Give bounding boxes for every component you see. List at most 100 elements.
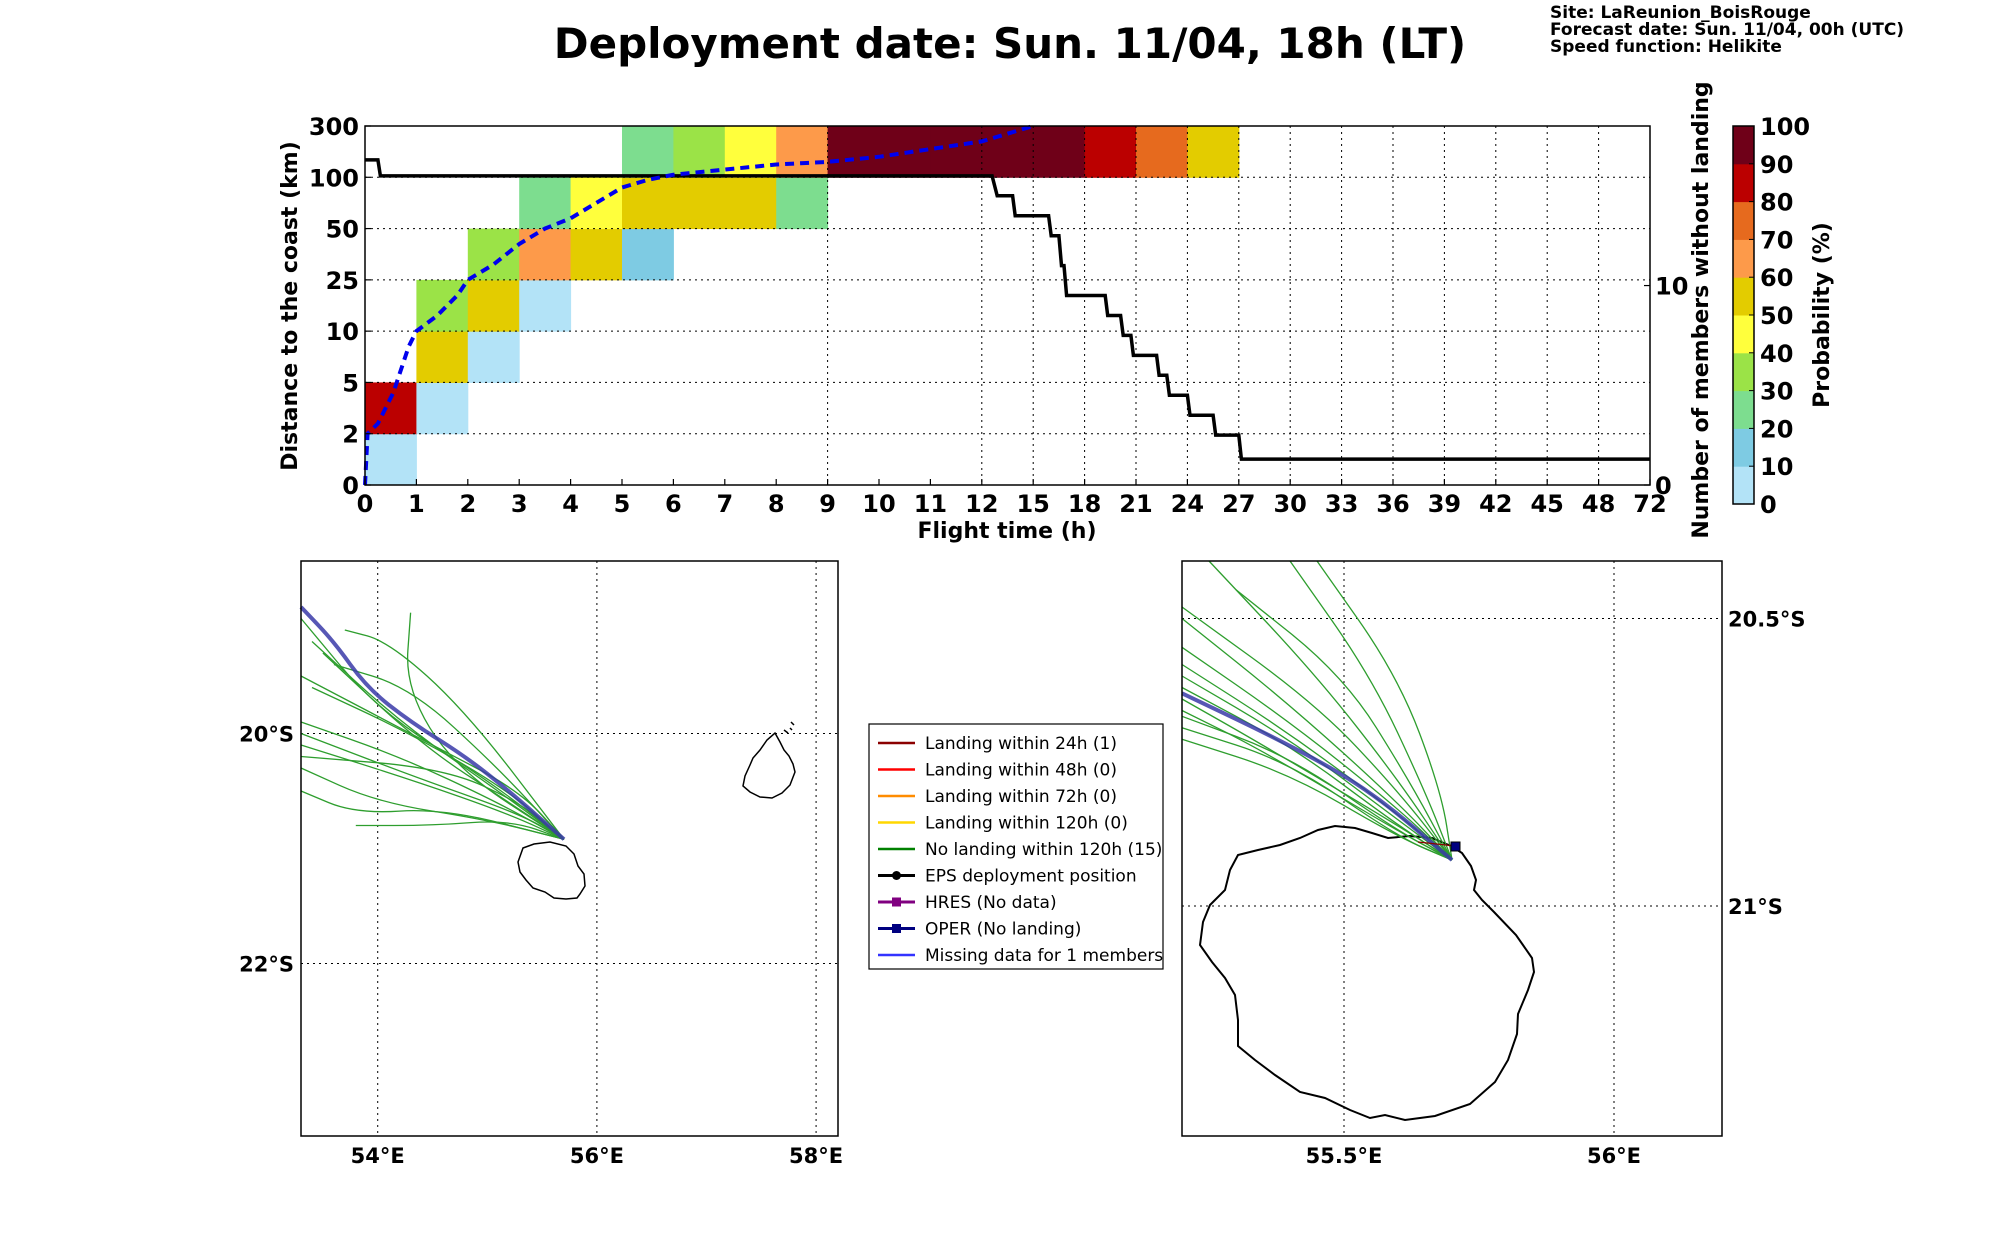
x-tick-label: 8: [768, 490, 785, 518]
y-tick-label: 5: [342, 369, 359, 397]
member-track: [1181, 738, 1453, 861]
colorbar-label: Probability (%): [1810, 222, 1835, 408]
forecast-date-label: Forecast date: Sun. 11/04, 00h (UTC): [1550, 20, 1904, 40]
colorbar-segment: [1733, 352, 1754, 392]
heatmap-cell: [365, 433, 417, 486]
colorbar-segment: [1733, 239, 1754, 278]
colorbar-tick-label: 10: [1760, 453, 1793, 481]
map-large-lat-label: 22°S: [239, 953, 294, 977]
map-large-lon-label: 56°E: [570, 1144, 624, 1168]
member-track: [300, 790, 565, 840]
legend-swatch-marker: [892, 924, 901, 933]
map-zoom-lat-label: 21°S: [1728, 895, 1783, 919]
heatmap-cell: [1187, 126, 1240, 178]
x-tick-label: 3: [511, 490, 528, 518]
y-tick-label: 10: [326, 318, 359, 346]
heatmap-cell: [930, 126, 983, 178]
member-track: [344, 629, 565, 840]
x-tick-label: 9: [819, 490, 836, 518]
x-tick-label: 45: [1530, 490, 1563, 518]
legend-item-label: Missing data for 1 members: [925, 946, 1163, 966]
site-label: Site: LaReunion_BoisRouge: [1550, 3, 1811, 23]
heatmap-cell: [622, 228, 674, 281]
x-tick-label: 11: [914, 490, 947, 518]
heatmap-cell: [1136, 126, 1188, 178]
colorbar-tick-label: 80: [1760, 189, 1793, 217]
colorbar-tick-label: 0: [1760, 491, 1777, 519]
heatmap-cell: [467, 279, 520, 332]
median-distance-line: [363, 124, 1034, 486]
map-zoom-frame: [1181, 560, 1723, 1137]
map-zoom-tick-labels: 55.5°E 56°E 20.5°S 21°S: [1306, 608, 1806, 1169]
y-tick-label: 300: [309, 113, 359, 141]
members-without-landing-line: [365, 158, 1650, 461]
member-track: [1208, 560, 1453, 861]
x-tick-label: 21: [1119, 490, 1152, 518]
x-tick-labels: 0 1 2 3 4 5 6 7 8 9 10 11 12 15 18 21 24 27 30 33 36 39 42 45 48…: [357, 479, 1667, 518]
heatmap-cell: [519, 279, 572, 332]
reunion-island-coastline: [517, 841, 586, 900]
map-large-frame: [300, 560, 839, 1137]
map-large-scale: 54°E 56°E 58°E 20°S 22°S: [239, 560, 843, 1169]
map-zoom-lon-label: 56°E: [1587, 1144, 1641, 1168]
x-tick-label: 33: [1325, 490, 1358, 518]
heatmap-cell: [776, 126, 829, 178]
x-tick-label: 4: [562, 490, 579, 518]
y2-axis-label: Number of members without landing: [1689, 81, 1714, 538]
y-axis-label: Distance to the coast (km): [278, 141, 303, 471]
legend-item-label: No landing within 120h (15): [925, 840, 1162, 860]
heatmap-cells: [365, 126, 1240, 486]
member-track: [355, 821, 565, 840]
heatmap-cell: [1084, 126, 1137, 178]
member-track: [311, 686, 565, 840]
legend-item-label: Landing within 48h (0): [925, 761, 1117, 781]
y-tick-label: 50: [326, 216, 359, 244]
heatmap-cell: [1033, 126, 1086, 178]
map-large-lon-label: 58°E: [789, 1144, 843, 1168]
heatmap-cell: [416, 331, 469, 383]
colorbar-segment: [1733, 428, 1754, 467]
x-tick-label: 6: [665, 490, 682, 518]
member-track: [300, 732, 565, 840]
member-track: [1181, 646, 1453, 861]
heatmap-cell: [981, 126, 1034, 178]
x-tick-label: 12: [965, 490, 998, 518]
oper-deployment-marker: [1450, 841, 1461, 852]
x-tick-label: 48: [1582, 490, 1615, 518]
x-tick-label: 0: [357, 490, 374, 518]
x-tick-label: 5: [614, 490, 631, 518]
x-tick-label: 30: [1273, 490, 1306, 518]
colorbar-segment: [1733, 277, 1754, 316]
member-track: [1289, 560, 1453, 861]
x-tick-label: 1: [408, 490, 425, 518]
colorbar-tick-label: 50: [1760, 302, 1793, 330]
member-track: [300, 721, 565, 840]
x-tick-label: 15: [1016, 490, 1049, 518]
x-tick-label: 39: [1428, 490, 1461, 518]
map-large-tick-labels: 54°E 56°E 58°E 20°S 22°S: [239, 723, 843, 1169]
y2-tick-label: 10: [1655, 273, 1688, 301]
member-track: [300, 675, 565, 840]
member-track: [1181, 715, 1453, 861]
oper-track: [299, 605, 566, 841]
x-tick-label: 27: [1222, 490, 1255, 518]
colorbar-tick-label: 20: [1760, 415, 1793, 443]
y-tick-label: 25: [326, 267, 359, 295]
map-large-tracks: [299, 605, 566, 841]
map-zoom: 55.5°E 56°E 20.5°S 21°S: [1181, 560, 1806, 1169]
member-track: [1181, 606, 1453, 861]
colorbar-segment: [1733, 315, 1754, 354]
heatmap-cell: [570, 177, 623, 230]
map-legend: Landing within 24h (1) Landing within 48h…: [868, 723, 1164, 970]
heatmap-cell: [724, 177, 777, 230]
heatmap-cell: [622, 126, 674, 178]
reunion-zoom-coastline: [1198, 824, 1536, 1122]
legend-item-label: EPS deployment position: [925, 867, 1137, 887]
colorbar-segment: [1733, 126, 1754, 165]
member-track: [1235, 589, 1453, 861]
y-tick-label: 100: [309, 164, 359, 192]
figure-title: Deployment date: Sun. 11/04, 18h (LT): [554, 19, 1467, 68]
mauritius-islets: [783, 721, 795, 734]
